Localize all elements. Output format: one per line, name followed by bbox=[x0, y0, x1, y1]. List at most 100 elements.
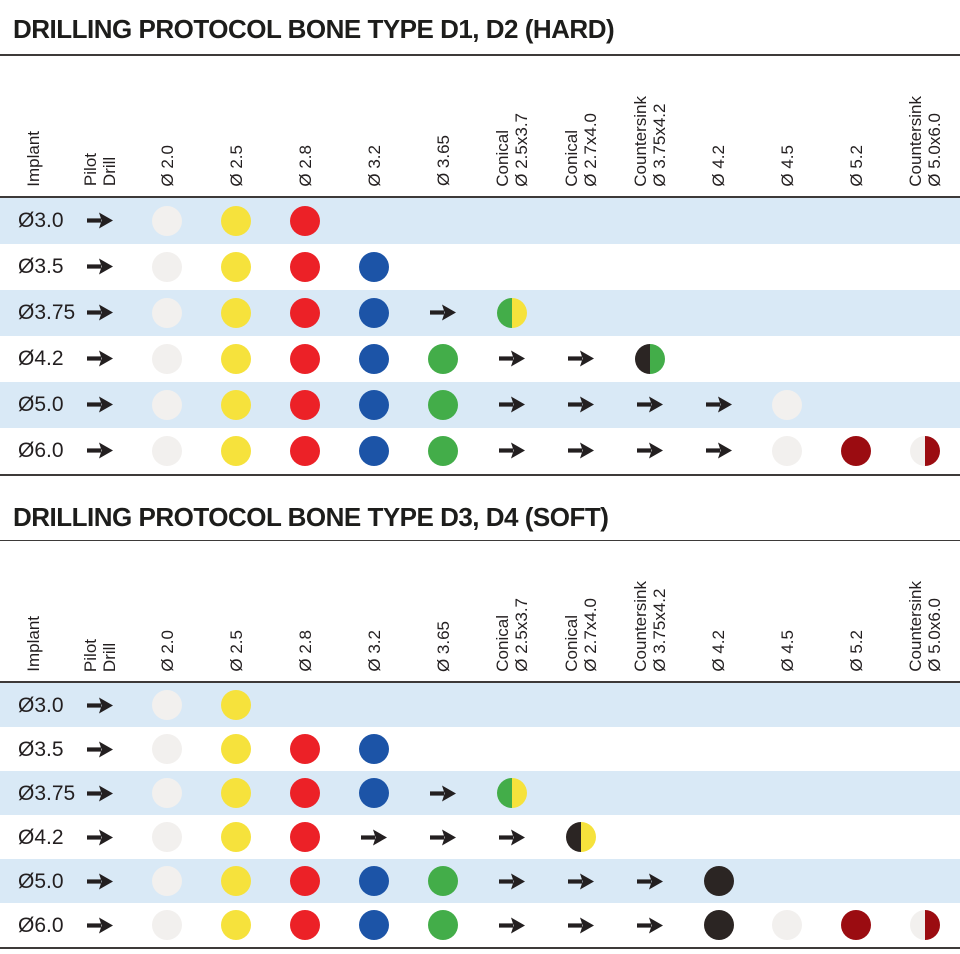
yellow-dot bbox=[221, 822, 252, 852]
cell-countersink-5-0x6-0 bbox=[891, 683, 960, 727]
cell-drill-2-8 bbox=[271, 683, 340, 727]
cell-countersink-3-75x4-2 bbox=[615, 198, 684, 244]
implant-label-cell: Ø5.0 bbox=[0, 859, 66, 903]
cell-drill-2-5 bbox=[202, 428, 271, 474]
column-header-label: Conical Ø 2.5x3.7 bbox=[492, 112, 531, 187]
column-header-implant: Implant bbox=[0, 56, 66, 196]
red-dot bbox=[290, 251, 321, 282]
cell-drill-4-2 bbox=[684, 382, 753, 428]
column-header-drill-5-2: Ø 5.2 bbox=[822, 541, 891, 681]
implant-label-cell: Ø6.0 bbox=[0, 903, 66, 947]
cell-drill-2-8 bbox=[271, 336, 340, 382]
column-header-drill-3-2: Ø 3.2 bbox=[340, 541, 409, 681]
cell-conical-2-5x3-7 bbox=[477, 428, 546, 474]
implant-label-cell: Ø3.75 bbox=[0, 290, 75, 336]
arrow-icon bbox=[567, 350, 594, 367]
cell-pilot-drill bbox=[66, 428, 133, 474]
arrow-icon bbox=[86, 350, 113, 367]
cell-pilot-drill bbox=[66, 815, 133, 859]
cell-conical-2-5x3-7 bbox=[477, 336, 546, 382]
yellow-dot bbox=[221, 251, 252, 282]
column-header-label: Countersink Ø 3.75x4.2 bbox=[630, 581, 669, 672]
white-dot bbox=[152, 389, 183, 420]
white-dot bbox=[772, 389, 803, 420]
cell-conical-2-5x3-7 bbox=[477, 727, 546, 771]
cell-conical-2-5x3-7 bbox=[477, 683, 546, 727]
cell-drill-2-0 bbox=[133, 198, 202, 244]
cell-drill-4-5 bbox=[753, 244, 822, 290]
yellow-dot bbox=[221, 778, 252, 808]
cell-drill-3-65 bbox=[409, 382, 478, 428]
cell-drill-4-2 bbox=[684, 428, 753, 474]
header-divider bbox=[0, 195, 960, 198]
arrow-icon bbox=[86, 697, 113, 713]
green-yellow-split-dot bbox=[496, 778, 527, 808]
green-yellow-split-dot bbox=[496, 297, 527, 328]
cell-conical-2-7x4-0 bbox=[546, 859, 615, 903]
column-header-drill-2-0: Ø 2.0 bbox=[133, 541, 202, 681]
column-header-label: Conical Ø 2.7x4.0 bbox=[561, 112, 600, 187]
cell-drill-3-65 bbox=[409, 859, 478, 903]
cell-drill-4-2 bbox=[684, 771, 753, 815]
cell-conical-2-7x4-0 bbox=[546, 336, 615, 382]
header-row-hard: Implant Pilot Drill Ø 2.0 Ø 2.5 Ø 2.8 Ø 3.2 Ø … bbox=[0, 56, 960, 196]
cell-drill-3-65 bbox=[409, 683, 478, 727]
green-dot bbox=[428, 343, 458, 374]
cell-drill-3-65 bbox=[409, 428, 478, 474]
column-header-implant: Implant bbox=[0, 541, 66, 681]
column-header-label: Ø 2.8 bbox=[295, 144, 315, 187]
cell-drill-2-8 bbox=[271, 244, 340, 290]
cell-conical-2-7x4-0 bbox=[546, 903, 615, 947]
cell-drill-2-0 bbox=[133, 859, 202, 903]
cell-drill-3-65 bbox=[409, 727, 478, 771]
cell-drill-2-5 bbox=[202, 727, 271, 771]
black-yellow-split-dot bbox=[565, 822, 596, 852]
white-dot bbox=[772, 435, 803, 466]
white-dot bbox=[152, 297, 183, 328]
arrow-icon bbox=[567, 873, 594, 889]
table-title-hard: DRILLING PROTOCOL BONE TYPE D1, D2 (HARD… bbox=[13, 14, 615, 44]
cell-conical-2-5x3-7 bbox=[477, 771, 546, 815]
arrow-icon bbox=[567, 396, 594, 413]
white-darkred-split-dot bbox=[910, 435, 941, 466]
blue-dot bbox=[359, 910, 390, 940]
cell-drill-5-2 bbox=[822, 336, 891, 382]
cell-conical-2-7x4-0 bbox=[546, 244, 615, 290]
arrow-icon bbox=[498, 396, 525, 413]
table-row: Ø5.0 bbox=[0, 381, 960, 428]
yellow-dot bbox=[221, 297, 252, 328]
column-header-drill-2-0: Ø 2.0 bbox=[133, 56, 202, 196]
blue-dot bbox=[359, 778, 390, 808]
yellow-dot bbox=[221, 343, 252, 374]
implant-label-cell: Ø4.2 bbox=[0, 336, 66, 382]
blue-dot bbox=[359, 389, 390, 420]
arrow-icon bbox=[86, 304, 113, 321]
cell-drill-3-2 bbox=[340, 290, 409, 336]
cell-drill-3-2 bbox=[340, 771, 409, 815]
red-dot bbox=[290, 778, 321, 808]
cell-drill-5-2 bbox=[822, 815, 891, 859]
cell-conical-2-5x3-7 bbox=[477, 244, 546, 290]
cell-countersink-3-75x4-2 bbox=[615, 244, 684, 290]
table-row: Ø5.0 bbox=[0, 859, 960, 903]
cell-countersink-5-0x6-0 bbox=[891, 290, 960, 336]
column-header-conical-2-5x3-7: Conical Ø 2.5x3.7 bbox=[477, 541, 546, 681]
column-header-label: Ø 4.2 bbox=[709, 630, 729, 672]
column-header-drill-2-5: Ø 2.5 bbox=[202, 56, 271, 196]
implant-label: Ø3.5 bbox=[18, 255, 64, 278]
table-row: Ø3.0 bbox=[0, 197, 960, 244]
cell-drill-2-8 bbox=[271, 727, 340, 771]
implant-label-cell: Ø3.0 bbox=[0, 683, 66, 727]
cell-drill-4-5 bbox=[753, 428, 822, 474]
cell-pilot-drill bbox=[66, 727, 133, 771]
cell-drill-3-2 bbox=[340, 198, 409, 244]
table-row: Ø3.5 bbox=[0, 244, 960, 290]
cell-drill-2-8 bbox=[271, 903, 340, 947]
arrow-icon bbox=[498, 917, 525, 933]
cell-pilot-drill bbox=[66, 683, 133, 727]
cell-drill-2-0 bbox=[133, 727, 202, 771]
cell-countersink-3-75x4-2 bbox=[615, 336, 684, 382]
column-header-countersink-5-0x6-0: Countersink Ø 5.0x6.0 bbox=[891, 541, 960, 681]
table-row: Ø3.5 bbox=[0, 727, 960, 771]
cell-conical-2-5x3-7 bbox=[477, 859, 546, 903]
